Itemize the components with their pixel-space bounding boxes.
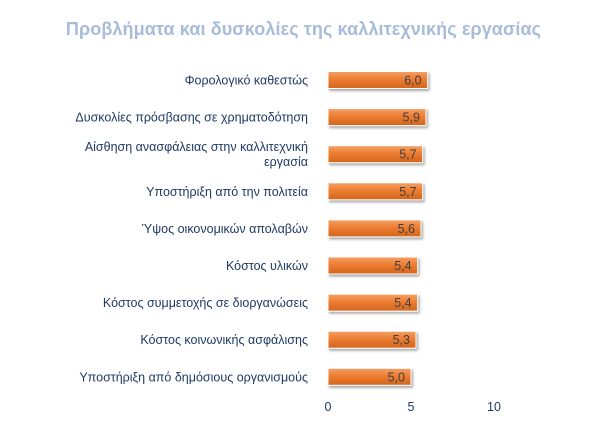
category-label-2: Δυσκολίες πρόσβασης σε χρηματοδότηση [75, 111, 308, 125]
x-tick-label-1: 0 [325, 400, 332, 414]
bar-4 [327, 182, 424, 201]
category-label-9: Υποστήριξη από δημόσιους οργανισμούς [79, 370, 308, 384]
category-label-3: Αίσθηση ανασφάλειας στην καλλιτεχνική εργ… [85, 140, 308, 169]
category-labels: Φορολογικό καθεστώς Δυσκολίες πρόσβασης σ… [75, 74, 308, 385]
category-label-6: Κόστος υλικών [226, 259, 308, 273]
bar-7 [327, 293, 419, 312]
bars-layer: 6,0 5,9 5,7 5,7 5,6 5,4 5,4 5,3 5,0 [327, 71, 429, 386]
x-tick-label-3: 10 [487, 400, 501, 414]
bar-6 [327, 256, 419, 275]
bar-2 [327, 108, 427, 127]
value-label-7: 5,4 [394, 296, 411, 310]
value-label-9: 5,0 [388, 370, 405, 384]
category-label-7: Κόστος συμμετοχής σε διοργανώσεις [103, 296, 308, 310]
value-label-3: 5,7 [399, 148, 416, 162]
chart-title: Προβλήματα και δυσκολίες της καλλιτεχνικ… [65, 19, 542, 39]
value-label-6: 5,4 [394, 259, 411, 273]
bar-5 [327, 219, 422, 238]
bar-1 [327, 71, 429, 89]
bar-8 [327, 330, 417, 349]
bar-9 [327, 367, 412, 386]
value-label-4: 5,7 [399, 185, 416, 199]
category-label-4: Υποστήριξη από την πολιτεία [146, 185, 308, 199]
bar-3 [327, 145, 424, 164]
category-label-5: Ύψος οικονομικών απολαβών [142, 222, 308, 236]
category-label-8: Κόστος κοινωνικής ασφάλισης [140, 333, 308, 347]
value-label-1: 6,0 [404, 74, 421, 88]
x-tick-label-2: 5 [408, 400, 415, 414]
value-label-2: 5,9 [403, 111, 420, 125]
category-label-1: Φορολογικό καθεστώς [185, 74, 308, 88]
x-axis: 0 5 10 [325, 400, 501, 414]
value-label-8: 5,3 [393, 333, 410, 347]
value-label-5: 5,6 [398, 222, 415, 236]
